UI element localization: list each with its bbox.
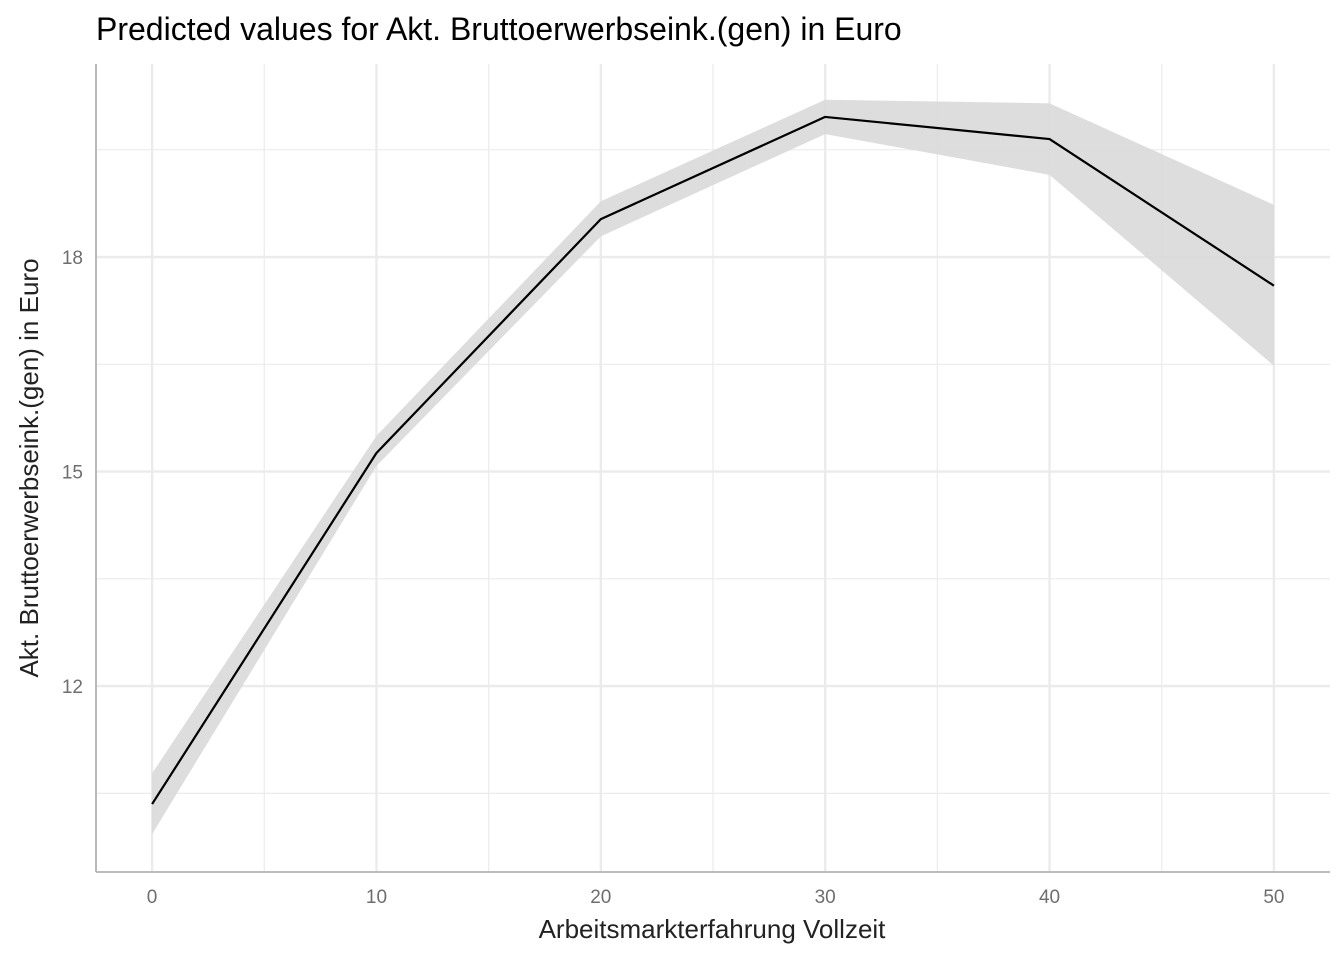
major-gridlines — [96, 64, 1330, 872]
confidence-band-layer — [152, 99, 1274, 835]
y-tick-label: 18 — [62, 248, 83, 269]
x-tick-label: 20 — [590, 887, 611, 908]
axes — [95, 64, 1330, 873]
series-line-layer — [151, 115, 1275, 805]
y-tick-labels: 12 15 18 — [62, 248, 83, 698]
x-tick-label: 40 — [1039, 887, 1060, 908]
y-axis-title: Akt. Bruttoerwerbseink.(gen) in Euro — [14, 258, 44, 677]
y-tick-label: 12 — [62, 677, 83, 698]
chart-title: Predicted values for Akt. Bruttoerwerbse… — [96, 11, 902, 47]
x-tick-label: 0 — [147, 887, 158, 908]
x-tick-labels: 0 10 20 30 40 50 — [147, 887, 1285, 908]
confidence-band — [152, 99, 1274, 835]
x-tick-label: 10 — [366, 887, 387, 908]
x-tick-label: 50 — [1263, 887, 1284, 908]
y-tick-label: 15 — [62, 463, 83, 484]
x-axis-title: Arbeitsmarkterfahrung Vollzeit — [539, 914, 887, 944]
x-tick-label: 30 — [815, 887, 836, 908]
series-line — [151, 115, 1275, 805]
